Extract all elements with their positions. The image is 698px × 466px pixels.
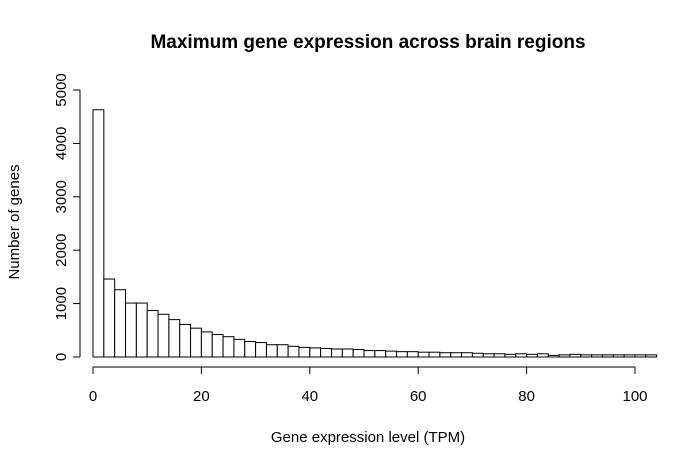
- y-axis: 0 1000 2000 3000 4000 5000: [53, 73, 81, 361]
- histogram-bar: [135, 302, 148, 358]
- histogram-bar: [276, 344, 289, 358]
- histogram-bar: [146, 310, 159, 358]
- histogram-bar: [385, 350, 398, 358]
- histogram-bar: [211, 334, 224, 358]
- histogram-bar: [179, 323, 192, 358]
- histogram-bar: [320, 347, 332, 358]
- histogram-bar: [591, 354, 603, 358]
- histogram-bar: [526, 353, 538, 358]
- histogram-bar: [580, 354, 593, 358]
- histogram-bar: [482, 353, 495, 358]
- histogram-bar: [92, 109, 105, 358]
- y-tick-label: 5000: [53, 73, 70, 106]
- y-tick-label: 2000: [53, 234, 70, 267]
- y-tick-label: 4000: [53, 127, 70, 160]
- histogram-bar: [157, 313, 170, 358]
- histogram-bar: [471, 352, 484, 358]
- histogram-bar: [265, 344, 278, 358]
- histogram-bar: [558, 354, 571, 358]
- x-tick-label: 0: [89, 388, 97, 405]
- histogram-bar: [417, 351, 430, 358]
- x-tick-label: 60: [410, 388, 427, 405]
- x-tick-label: 20: [193, 388, 210, 405]
- histogram-bar: [168, 319, 181, 358]
- histogram-bar: [612, 354, 625, 358]
- histogram-bar: [645, 354, 658, 358]
- x-tick-label: 100: [622, 388, 647, 405]
- histogram-bar: [547, 354, 560, 358]
- histogram-bar: [363, 350, 376, 358]
- chart-title: Maximum gene expression across brain reg…: [150, 32, 585, 53]
- histogram-bar: [493, 353, 506, 358]
- histogram-bar: [103, 278, 116, 358]
- histogram-bar: [352, 349, 365, 358]
- histogram-bar: [396, 351, 408, 358]
- histogram-bar: [406, 351, 419, 358]
- histogram-bar: [200, 331, 213, 358]
- histogram-bar: [287, 345, 300, 358]
- histogram-bar: [255, 342, 267, 358]
- x-axis-label: Gene expression level (TPM): [271, 429, 465, 446]
- histogram-bar: [374, 350, 387, 358]
- histogram-bar: [601, 354, 614, 358]
- histogram-bar: [114, 289, 127, 358]
- histogram-bar: [125, 302, 137, 358]
- histogram-bar: [428, 351, 441, 358]
- histogram-bar: [341, 348, 354, 358]
- histogram-bar: [439, 352, 452, 358]
- histogram-bar: [504, 353, 517, 358]
- histogram-bar: [222, 336, 235, 358]
- histogram-bar: [244, 341, 257, 358]
- y-axis-label: Number of genes: [6, 164, 23, 279]
- x-tick-label: 80: [518, 388, 535, 405]
- histogram-bar: [309, 347, 322, 358]
- x-axis: 0 20 40 60 80 100: [89, 366, 648, 405]
- histogram-bar: [298, 346, 311, 358]
- x-tick-label: 40: [301, 388, 318, 405]
- histogram-bar: [569, 353, 582, 358]
- y-tick-label: 0: [53, 353, 70, 361]
- histogram-bar: [233, 338, 246, 358]
- histogram-bar: [461, 352, 473, 358]
- y-tick-label: 1000: [53, 287, 70, 320]
- histogram-bar: [536, 353, 549, 358]
- y-tick-label: 3000: [53, 180, 70, 213]
- histogram-bar: [634, 354, 647, 358]
- histogram-bar: [330, 348, 343, 358]
- histogram-bar: [623, 354, 636, 358]
- histogram-bar: [190, 327, 202, 358]
- histogram-bar: [450, 352, 463, 358]
- bars-group: [92, 109, 658, 358]
- histogram-bar: [515, 353, 528, 358]
